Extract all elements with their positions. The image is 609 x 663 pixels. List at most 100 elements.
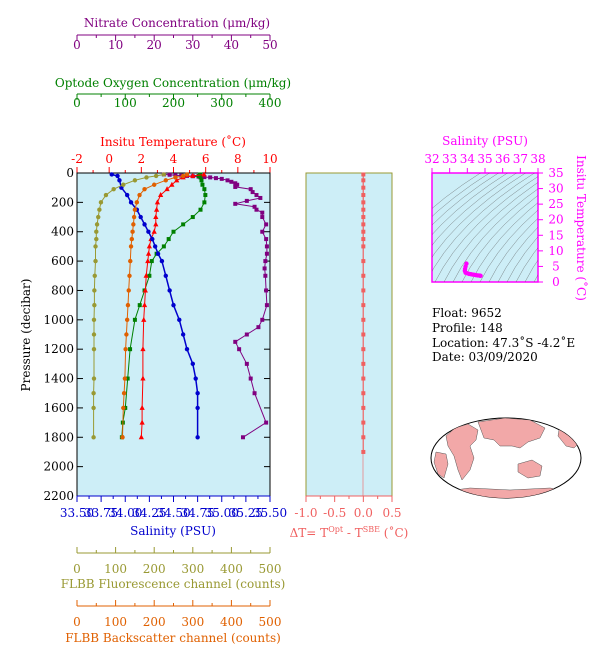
- salinity-series-point: [171, 302, 176, 308]
- temperature-series-point: [154, 199, 161, 205]
- nitrate-axis-label: Nitrate Concentration (μm/kg): [84, 16, 270, 30]
- fluorescence-series-point: [91, 405, 96, 411]
- oxygen-series-point: [181, 222, 186, 227]
- temperature-tick-label: -2: [71, 152, 83, 166]
- pressure-tick-label: 400: [51, 225, 74, 239]
- backscatter-series-point: [126, 288, 131, 293]
- delta-series-point: [361, 200, 366, 205]
- fluorescence-series-point: [132, 178, 138, 183]
- temperature-series-point: [201, 171, 207, 177]
- ts-salinity-tick-label: 34: [460, 152, 476, 166]
- backscatter-tick-label: 300: [181, 615, 204, 629]
- temperature-series-point: [140, 375, 146, 381]
- temperature-series-point: [139, 404, 145, 410]
- nitrate-series-point: [256, 325, 261, 330]
- delta-series-point: [361, 172, 366, 177]
- fluorescence-tick-label: 200: [143, 562, 166, 576]
- ts-plot-area: [431, 172, 539, 283]
- delta-series-point: [361, 420, 366, 425]
- salinity-tick-label: 34.75: [180, 506, 214, 520]
- delta-series-point: [361, 259, 366, 264]
- oxygen-tick-label: 200: [162, 96, 185, 110]
- delta-series-point: [361, 244, 366, 249]
- salinity-series-point: [159, 258, 165, 264]
- ts-temperature-tick-label: 35: [548, 166, 563, 180]
- backscatter-axis: 0 100 200 300 400 500: [73, 600, 281, 629]
- nitrate-series-point: [263, 259, 268, 264]
- fluorescence-series-point: [93, 244, 98, 249]
- map-land-australia: [517, 459, 543, 479]
- ts-density-contour: [432, 173, 535, 272]
- fluorescence-axis: 0 100 200 300 400 500: [73, 547, 281, 576]
- salinity-tick-label: 33.75: [84, 506, 118, 520]
- oxygen-axis-label: Optode Oxygen Concentration (μm/kg): [55, 76, 291, 90]
- salinity-axis-label: Salinity (PSU): [130, 524, 216, 538]
- oxygen-series-point: [198, 207, 203, 212]
- fluorescence-series-point: [91, 391, 96, 396]
- delta-series-point: [361, 215, 366, 220]
- temperature-series-point: [154, 206, 160, 212]
- delta-tick-label: 0.5: [382, 506, 401, 520]
- temperature-series-point: [146, 243, 152, 249]
- pressure-tick-label: 2000: [43, 460, 74, 474]
- nitrate-series-point: [240, 435, 245, 440]
- salinity-series-point: [138, 214, 143, 220]
- ts-density-contours: [432, 173, 538, 282]
- fluorescence-axis-label: FLBB Fluorescence channel (counts): [61, 577, 286, 591]
- ts-temperature-tick-label: 5: [552, 259, 560, 273]
- fluorescence-series-point: [97, 207, 102, 212]
- backscatter-series-point: [121, 391, 127, 396]
- delta-label-mid: - T: [343, 526, 363, 540]
- backscatter-tick-label: 400: [220, 615, 243, 629]
- nitrate-series-point: [233, 184, 238, 189]
- temperature-tick-label: 8: [234, 152, 242, 166]
- nitrate-series-point: [244, 332, 249, 337]
- nitrate-series-point: [173, 173, 178, 178]
- ts-temperature-tick-label: 0: [552, 275, 560, 289]
- fluorescence-series-point: [98, 200, 104, 205]
- pressure-axis-label: Pressure (decibar): [19, 279, 33, 392]
- nitrate-series-point: [264, 303, 269, 308]
- ts-density-contour: [432, 173, 490, 217]
- nitrate-series-point: [264, 244, 269, 249]
- ts-density-contour: [432, 173, 508, 235]
- ts-temperature-tick-label: 25: [548, 197, 563, 211]
- fluorescence-series-point: [91, 435, 96, 440]
- pressure-tick-label: 600: [51, 254, 74, 268]
- ts-density-contour: [533, 274, 538, 282]
- salinity-series-point: [163, 273, 168, 278]
- nitrate-series-point: [229, 179, 234, 184]
- salinity-series-point: [155, 251, 161, 256]
- backscatter-series-point: [142, 186, 147, 192]
- oxygen-series-point: [203, 193, 208, 198]
- delta-series-point: [361, 288, 366, 293]
- delta-series-point: [361, 332, 366, 337]
- nitrate-series-point: [260, 317, 265, 322]
- main-series-group: [91, 171, 269, 440]
- ts-salinity-tick-label: 38: [530, 152, 545, 166]
- salinity-tick-label: 35.00: [205, 506, 239, 520]
- temperature-series-point: [151, 228, 157, 234]
- salinity-series-point: [124, 192, 130, 198]
- backscatter-series-point: [128, 258, 133, 264]
- fluorescence-tick-label: 400: [220, 562, 243, 576]
- oxygen-series-point: [166, 237, 171, 242]
- nitrate-tick-label: 30: [185, 38, 200, 52]
- oxygen-series-point: [200, 182, 205, 187]
- oxygen-series-point: [149, 259, 154, 264]
- fluorescence-series-point: [94, 236, 99, 242]
- pressure-tick-label: 800: [51, 283, 74, 297]
- nitrate-series-point: [263, 273, 268, 278]
- nitrate-tick-label: 20: [147, 38, 162, 52]
- salinity-series-point: [142, 222, 147, 227]
- fluorescence-tick-label: 0: [73, 562, 81, 576]
- oxygen-tick-label: 100: [114, 96, 137, 110]
- ts-density-contour: [488, 218, 538, 282]
- backscatter-axis-label: FLBB Backscatter channel (counts): [65, 631, 281, 645]
- nitrate-series-point: [244, 198, 249, 203]
- temperature-series-point: [139, 419, 145, 425]
- nitrate-series-point: [208, 175, 213, 180]
- backscatter-tick-label: 0: [73, 615, 81, 629]
- map-land-africa-europe: [445, 423, 479, 481]
- delta-series-point: [361, 193, 366, 198]
